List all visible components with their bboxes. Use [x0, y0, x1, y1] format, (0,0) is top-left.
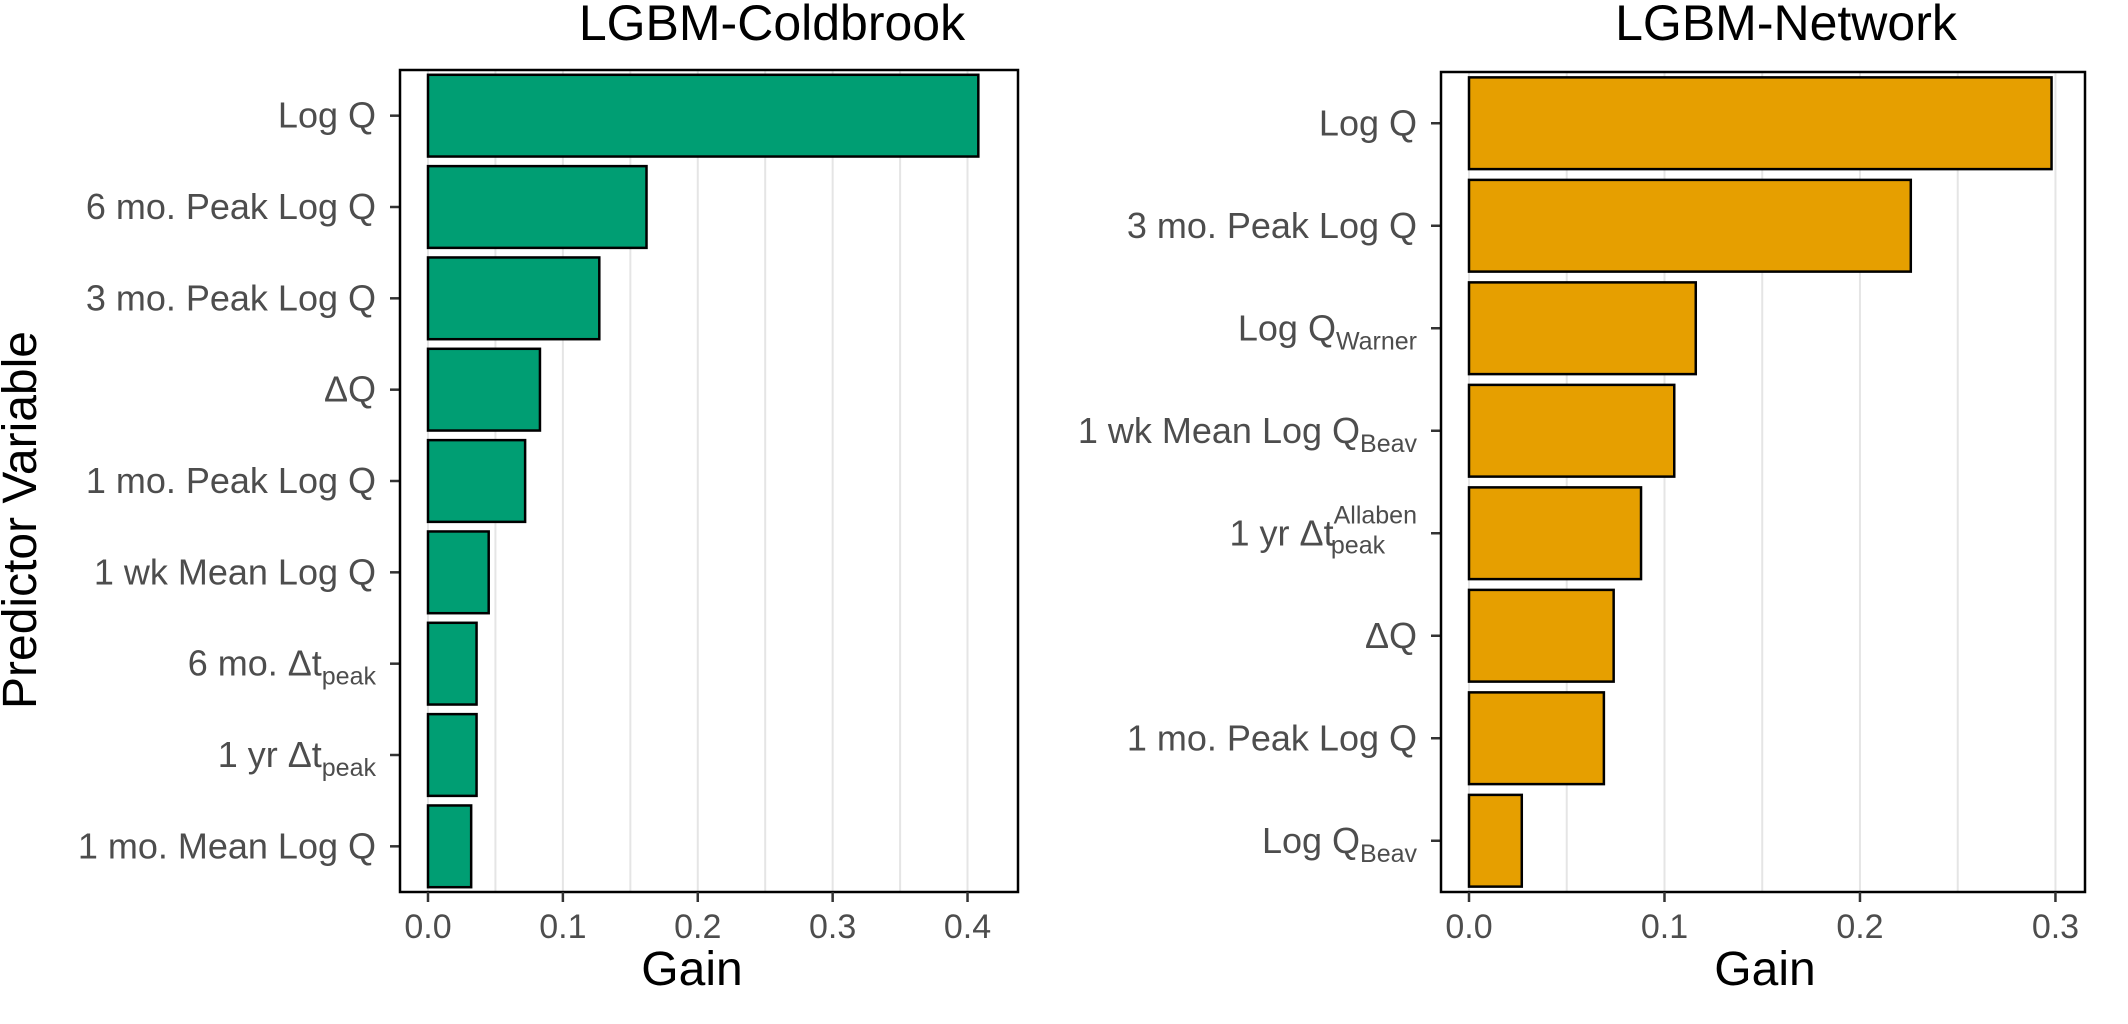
category-label: Log Q: [278, 95, 376, 136]
bar: [1467, 281, 1698, 376]
chart-title: LGBM-Network: [1615, 0, 1958, 51]
x-tick-label: 0.3: [809, 908, 856, 946]
bar: [426, 256, 601, 341]
bar: [426, 530, 490, 615]
category-label: 6 mo. Δtpeak: [188, 643, 377, 691]
bar: [1467, 691, 1606, 786]
bar: [426, 712, 478, 798]
x-axis-title: Gain: [1714, 943, 1815, 996]
category-label: Log Q: [1319, 102, 1417, 143]
bar: [1467, 588, 1615, 683]
plot-frame: [398, 68, 1020, 894]
category-label: Log QWarner: [1238, 307, 1417, 355]
bar: [1467, 793, 1524, 888]
category-label: Log QBeav: [1262, 820, 1418, 868]
x-tick-label: 0.3: [2032, 908, 2079, 946]
bar: [426, 164, 648, 250]
x-tick-label: 0.0: [1445, 908, 1492, 946]
category-label: ΔQ: [1365, 615, 1417, 656]
category-label: 6 mo. Peak Log Q: [86, 186, 376, 227]
bar: [426, 73, 980, 158]
x-tick-label: 0.0: [404, 908, 451, 946]
chart-title: LGBM-Coldbrook: [579, 0, 966, 51]
category-label: 3 mo. Peak Log Q: [1127, 205, 1417, 246]
category-label: 1 mo. Mean Log Q: [78, 825, 376, 866]
category-label: ΔQ: [324, 369, 376, 410]
category-label: 3 mo. Peak Log Q: [86, 277, 376, 318]
plot-frame: [1439, 70, 2087, 894]
bar: [426, 804, 473, 889]
x-tick-label: 0.4: [944, 908, 991, 946]
bar: [1467, 383, 1676, 478]
bar: [1467, 178, 1913, 273]
x-tick-label: 0.1: [539, 908, 586, 946]
x-tick-label: 0.2: [674, 908, 721, 946]
bar: [1467, 76, 2053, 171]
x-tick-label: 0.1: [1641, 908, 1688, 946]
x-tick-label: 0.2: [1836, 908, 1883, 946]
category-label: 1 yr Δtpeak: [218, 734, 377, 782]
bar: [426, 621, 478, 706]
category-label: 1 wk Mean Log QBeav: [1078, 410, 1418, 458]
category-label: 1 mo. Peak Log Q: [86, 460, 376, 501]
category-label: 1 yr ΔtAllaben peak: [1230, 501, 1417, 559]
bar: [426, 438, 527, 524]
bar: [1467, 486, 1643, 581]
category-label: 1 wk Mean Log Q: [94, 551, 376, 592]
y-axis-title: Predictor Variable: [0, 331, 47, 709]
chart-panel-network: LGBM-Network Log Q 3 mo. Peak Log Q Log QWa…: [1078, 0, 2087, 996]
category-label: 1 mo. Peak Log Q: [1127, 717, 1417, 758]
chart-panel-coldbrook: LGBM-Coldbrook Log Q 6 mo. Peak Log Q 3 mo.…: [78, 0, 1020, 996]
bar: [426, 347, 542, 432]
x-axis-title: Gain: [641, 943, 742, 996]
